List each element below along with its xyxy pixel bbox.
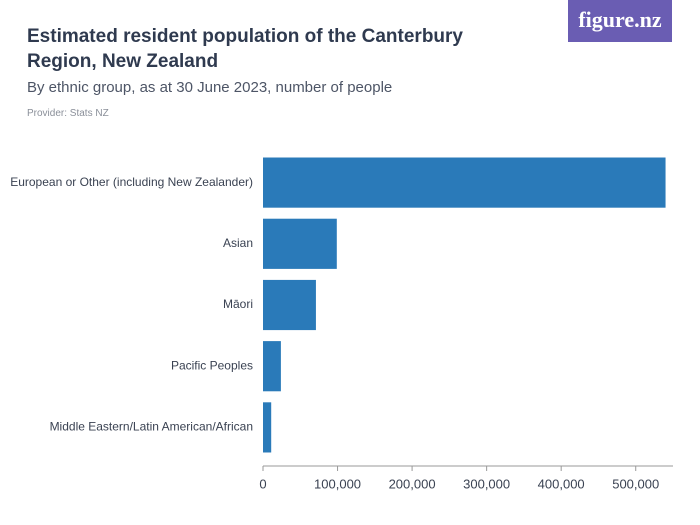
y-tick-label: Asian bbox=[223, 236, 253, 250]
x-tick-label: 200,000 bbox=[389, 476, 436, 491]
chart-title: Estimated resident population of the Can… bbox=[27, 26, 463, 72]
y-tick-label: Māori bbox=[223, 297, 253, 311]
bar bbox=[263, 341, 281, 392]
x-tick-label: 400,000 bbox=[538, 476, 585, 491]
y-tick-label: European or Other (including New Zealand… bbox=[10, 175, 253, 189]
source: Provider: Stats NZ bbox=[27, 108, 109, 119]
logo[interactable]: figure.nz bbox=[568, 0, 672, 42]
x-tick-label: 100,000 bbox=[314, 476, 361, 491]
y-tick-label: Pacific Peoples bbox=[171, 358, 253, 372]
bar bbox=[263, 402, 272, 453]
x-tick-label: 300,000 bbox=[463, 476, 510, 491]
bar bbox=[263, 218, 337, 269]
bar bbox=[263, 279, 316, 331]
x-tick-label: 500,000 bbox=[612, 476, 659, 491]
bar bbox=[263, 157, 666, 208]
chart-subtitle: By ethnic group, as at 30 June 2023, num… bbox=[27, 79, 393, 96]
x-tick-label: 0 bbox=[259, 476, 266, 491]
y-tick-label: Middle Eastern/Latin American/African bbox=[50, 420, 253, 434]
